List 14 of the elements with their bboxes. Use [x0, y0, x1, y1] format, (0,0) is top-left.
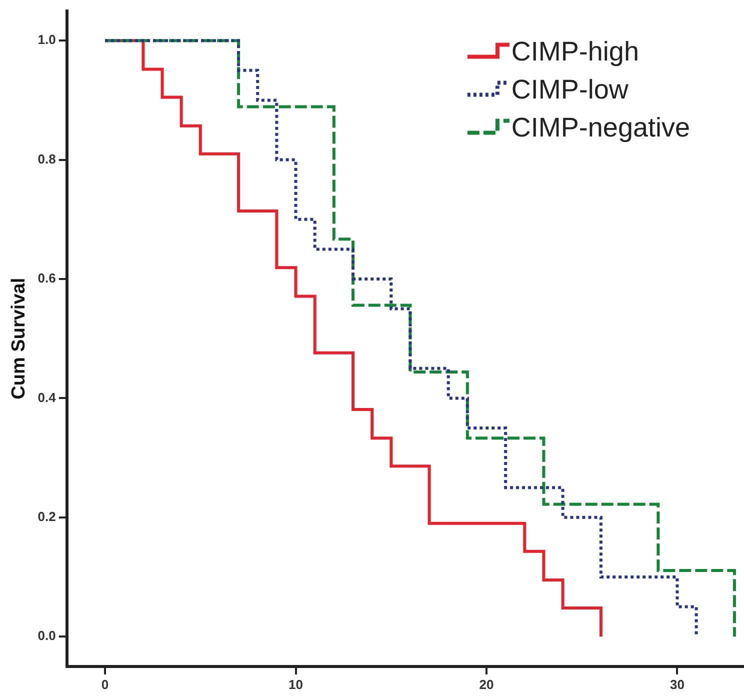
x-tick-label: 30	[670, 676, 684, 692]
x-tick-label: 0	[101, 676, 109, 692]
y-tick-label: 0.2	[38, 508, 56, 524]
y-axis-title: Cum Survival	[8, 278, 30, 400]
y-tick-label: 0.4	[38, 390, 57, 405]
y-tick-label: 0.8	[38, 151, 56, 166]
x-tick-label: 10	[288, 676, 303, 692]
legend-label: CIMP-negative	[511, 112, 690, 142]
legend-label: CIMP-high	[511, 36, 639, 66]
y-tick-label: 0.0	[38, 628, 56, 644]
legend-label: CIMP-low	[511, 74, 629, 104]
y-tick-label: 1.0	[38, 32, 56, 48]
x-tick-label: 20	[479, 676, 494, 692]
y-tick-label: 0.6	[38, 270, 56, 286]
